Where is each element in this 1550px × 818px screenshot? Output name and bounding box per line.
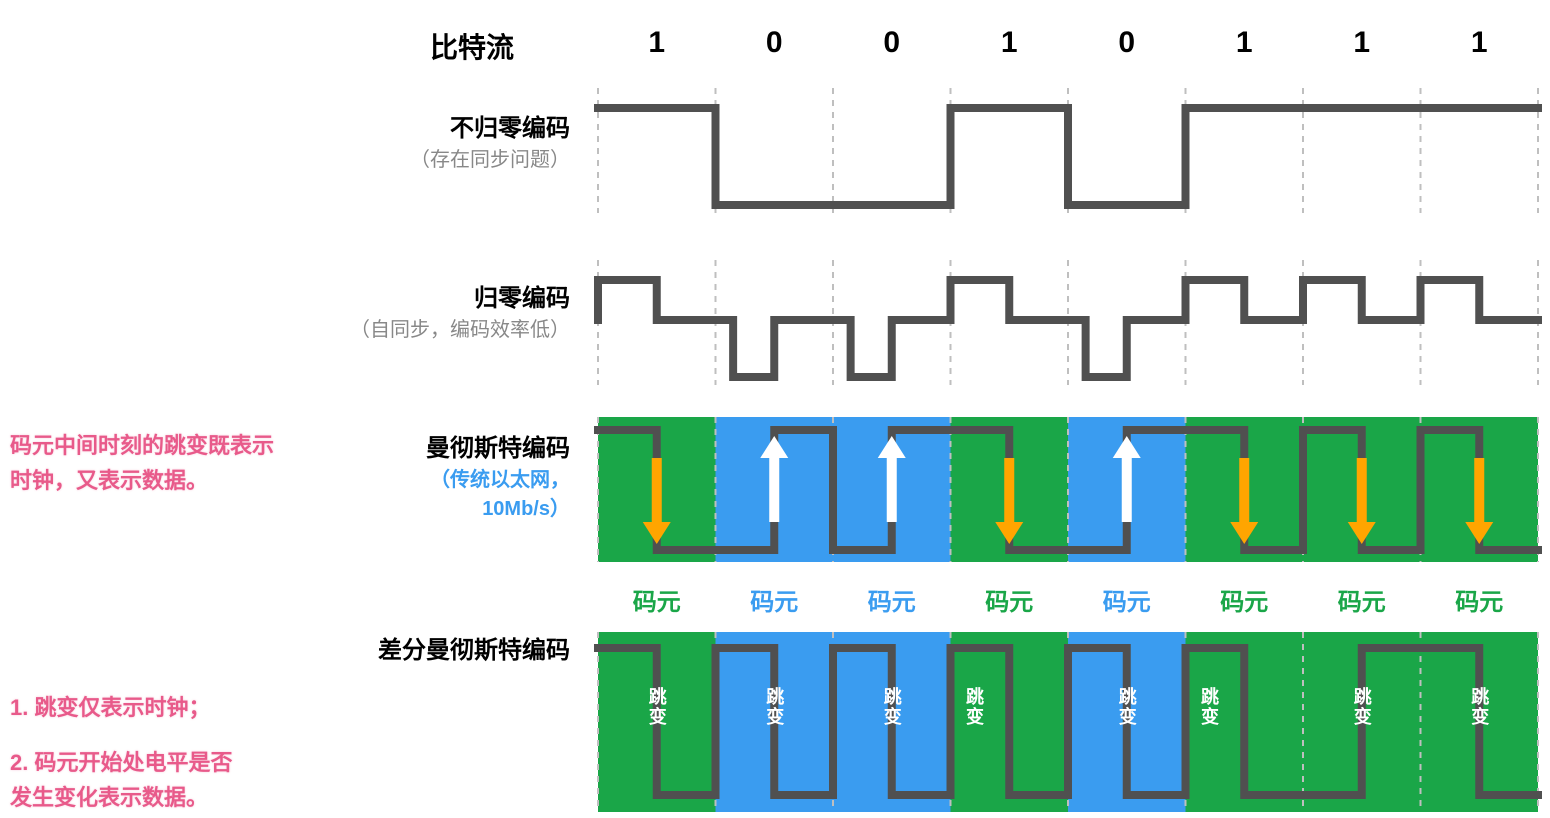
jump-label: 跳变 bbox=[1466, 687, 1492, 727]
jump-label: 跳变 bbox=[879, 687, 905, 727]
jump-label: 跳变 bbox=[644, 687, 670, 727]
symbol-label: 码元 bbox=[1455, 582, 1503, 617]
symbol-label: 码元 bbox=[1103, 582, 1151, 617]
symbol-label: 码元 bbox=[1220, 582, 1268, 617]
jump-label: 跳变 bbox=[1114, 687, 1140, 727]
bit-value: 0 bbox=[766, 26, 783, 60]
jump-label: 跳变 bbox=[961, 687, 987, 727]
jump-label: 跳变 bbox=[1349, 687, 1375, 727]
bit-value: 1 bbox=[1353, 26, 1370, 60]
bit-value: 0 bbox=[883, 26, 900, 60]
jump-label: 跳变 bbox=[761, 687, 787, 727]
symbol-label: 码元 bbox=[868, 582, 916, 617]
jump-label: 跳变 bbox=[1196, 687, 1222, 727]
bit-value: 1 bbox=[1471, 26, 1488, 60]
bit-value: 0 bbox=[1118, 26, 1135, 60]
symbol-label: 码元 bbox=[985, 582, 1033, 617]
symbol-label: 码元 bbox=[633, 582, 681, 617]
bit-value: 1 bbox=[1001, 26, 1018, 60]
bit-value: 1 bbox=[1236, 26, 1253, 60]
symbol-label: 码元 bbox=[750, 582, 798, 617]
symbol-label: 码元 bbox=[1338, 582, 1386, 617]
bit-value: 1 bbox=[648, 26, 665, 60]
